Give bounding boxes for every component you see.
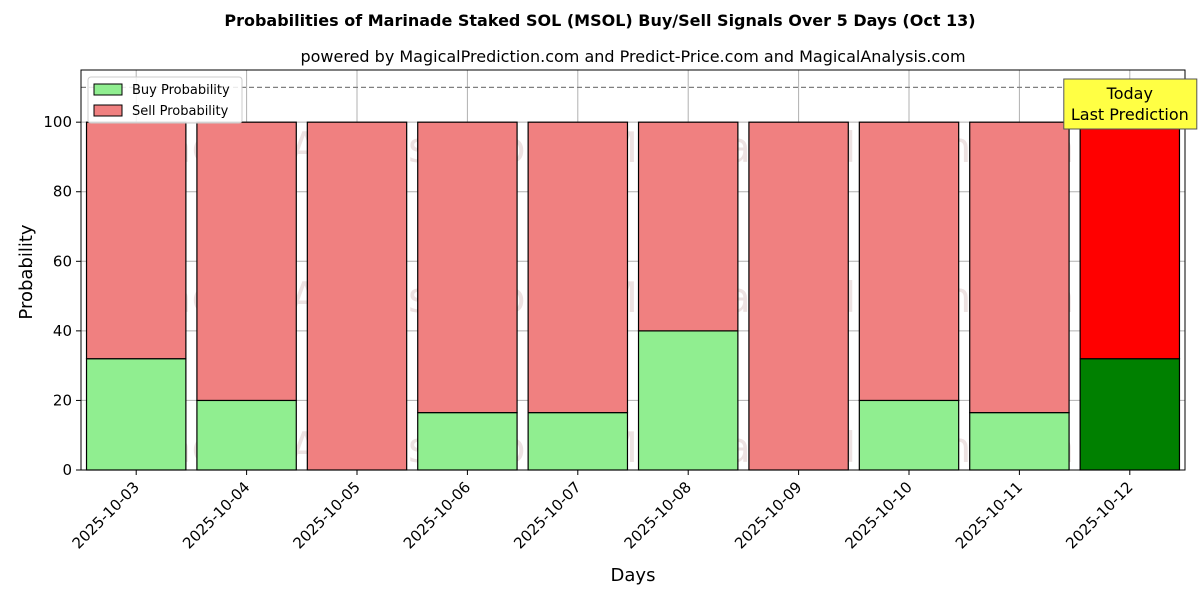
bar-sell bbox=[748, 121, 849, 471]
x-tick-label: 2025-10-07 bbox=[510, 478, 584, 552]
x-tick-label: 2025-10-08 bbox=[621, 478, 695, 552]
today-annotation: Today Last Prediction bbox=[1063, 78, 1198, 130]
bar-buy bbox=[969, 412, 1070, 471]
annotation-box bbox=[1063, 78, 1198, 130]
y-tick-label: 100 bbox=[43, 113, 72, 131]
x-tick-label: 2025-10-11 bbox=[952, 478, 1026, 552]
bar-buy bbox=[637, 330, 739, 471]
x-tick-label: 2025-10-06 bbox=[400, 478, 474, 552]
y-tick-label: 60 bbox=[53, 252, 72, 270]
y-tick-label: 20 bbox=[53, 391, 72, 409]
x-tick-label: 2025-10-09 bbox=[731, 478, 805, 552]
bar-buy bbox=[417, 412, 518, 471]
bar-buy bbox=[85, 358, 187, 471]
plot-frame bbox=[80, 69, 1186, 471]
chart-title: Probabilities of Marinade Staked SOL (MS… bbox=[224, 11, 975, 30]
y-tick-label: 0 bbox=[62, 461, 72, 479]
legend-box bbox=[87, 76, 243, 124]
legend-swatch bbox=[93, 104, 123, 117]
bar-sell bbox=[858, 121, 960, 402]
x-tick-label: 2025-10-04 bbox=[179, 478, 253, 552]
legend-swatch bbox=[93, 83, 123, 96]
y-tick-label: 40 bbox=[53, 322, 72, 340]
legend-label: Buy Probability bbox=[132, 83, 230, 98]
bar-sell bbox=[637, 121, 739, 332]
annotation-text: Last Prediction bbox=[1071, 105, 1189, 124]
bar-sell bbox=[969, 121, 1070, 414]
bar-sell bbox=[527, 121, 629, 414]
chart-subtitle: powered by MagicalPrediction.com and Pre… bbox=[300, 47, 965, 66]
legend-label: Sell Probability bbox=[132, 104, 229, 119]
bar-buy bbox=[527, 412, 629, 471]
bar-sell bbox=[196, 121, 297, 402]
y-axis-label: Probability bbox=[16, 224, 37, 319]
x-tick-label: 2025-10-03 bbox=[69, 478, 143, 552]
y-tick-label: 80 bbox=[53, 183, 72, 201]
bar-sell bbox=[1079, 121, 1181, 360]
bar-sell bbox=[85, 121, 187, 360]
bars bbox=[85, 121, 1181, 471]
x-axis-label: Days bbox=[611, 565, 656, 586]
x-tick-label: 2025-10-10 bbox=[841, 478, 915, 552]
legend: Buy Probability Sell Probability bbox=[87, 76, 243, 124]
bar-sell bbox=[306, 121, 408, 471]
bar-sell bbox=[417, 121, 518, 414]
bar-buy bbox=[858, 399, 960, 471]
bar-buy bbox=[196, 399, 297, 471]
x-tick-label: 2025-10-12 bbox=[1062, 478, 1136, 552]
bar-buy bbox=[1079, 358, 1181, 471]
annotation-text: Today bbox=[1106, 84, 1153, 103]
x-tick-label: 2025-10-05 bbox=[289, 478, 363, 552]
